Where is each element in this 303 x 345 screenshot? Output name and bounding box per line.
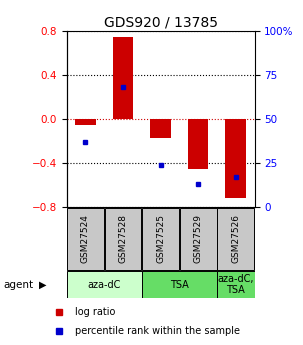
Text: GSM27528: GSM27528 xyxy=(118,214,128,264)
Bar xyxy=(225,119,246,198)
Text: GSM27529: GSM27529 xyxy=(194,214,203,264)
FancyBboxPatch shape xyxy=(142,208,179,270)
Text: GSM27524: GSM27524 xyxy=(81,215,90,263)
FancyBboxPatch shape xyxy=(67,208,104,270)
FancyBboxPatch shape xyxy=(217,208,254,270)
Bar xyxy=(150,119,171,138)
FancyBboxPatch shape xyxy=(142,272,217,298)
Text: GSM27526: GSM27526 xyxy=(231,214,240,264)
FancyBboxPatch shape xyxy=(105,208,142,270)
FancyBboxPatch shape xyxy=(180,208,217,270)
FancyBboxPatch shape xyxy=(217,272,255,298)
Text: ▶: ▶ xyxy=(39,280,47,289)
Bar xyxy=(75,119,96,125)
Text: aza-dC,
TSA: aza-dC, TSA xyxy=(218,274,254,295)
Text: TSA: TSA xyxy=(170,280,189,289)
FancyBboxPatch shape xyxy=(67,272,142,298)
Text: agent: agent xyxy=(3,280,33,289)
Text: aza-dC: aza-dC xyxy=(88,280,121,289)
Bar xyxy=(188,119,208,168)
Title: GDS920 / 13785: GDS920 / 13785 xyxy=(104,16,218,30)
Text: GSM27525: GSM27525 xyxy=(156,214,165,264)
Text: percentile rank within the sample: percentile rank within the sample xyxy=(75,326,240,335)
Bar xyxy=(113,37,133,119)
Text: log ratio: log ratio xyxy=(75,307,115,317)
